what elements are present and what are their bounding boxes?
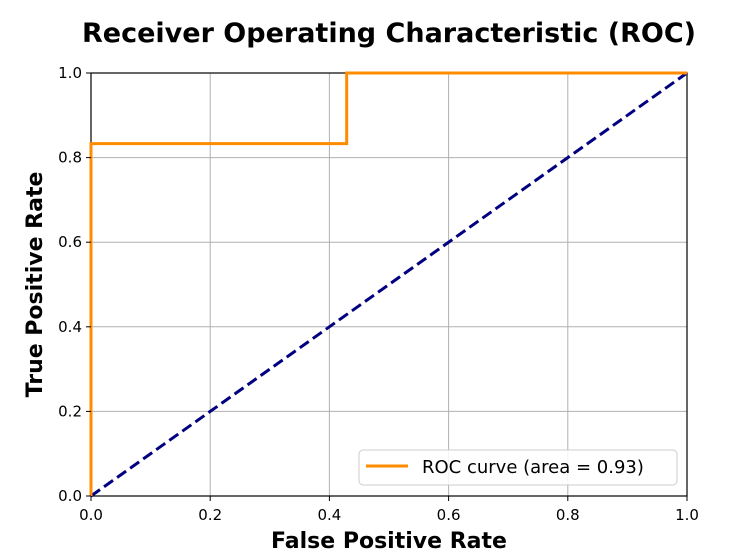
y-axis-label: True Positive Rate (23, 172, 48, 398)
x-tick-label: 0.4 (317, 506, 341, 524)
x-axis-ticks: 0.0 0.2 0.4 0.6 0.8 1.0 (79, 496, 699, 524)
y-axis-ticks: 0.0 0.2 0.4 0.6 0.8 1.0 (58, 64, 91, 505)
y-tick-label: 0.4 (58, 318, 82, 336)
x-tick-label: 0.8 (556, 506, 580, 524)
x-axis-label: False Positive Rate (271, 529, 507, 552)
chart-title: Receiver Operating Characteristic (ROC) (82, 18, 696, 49)
legend-label-roc: ROC curve (area = 0.93) (422, 457, 644, 478)
grid-lines (90, 72, 688, 497)
y-tick-label: 0.0 (58, 487, 82, 505)
series-layer (89, 71, 688, 498)
legend-box (358, 449, 678, 486)
x-tick-label: 0.6 (437, 506, 461, 524)
roc-curve-line (89, 71, 687, 496)
y-tick-label: 0.8 (58, 149, 82, 167)
plot-frame (90, 72, 688, 497)
legend: ROC curve (area = 0.93) (358, 449, 678, 486)
y-tick-label: 0.6 (58, 233, 82, 251)
x-tick-label: 0.2 (198, 506, 222, 524)
x-tick-label: 0.0 (79, 506, 103, 524)
y-tick-label: 1.0 (58, 64, 82, 82)
y-tick-label: 0.2 (58, 402, 82, 420)
chance-diagonal-line (90, 71, 688, 498)
x-tick-label: 1.0 (675, 506, 699, 524)
